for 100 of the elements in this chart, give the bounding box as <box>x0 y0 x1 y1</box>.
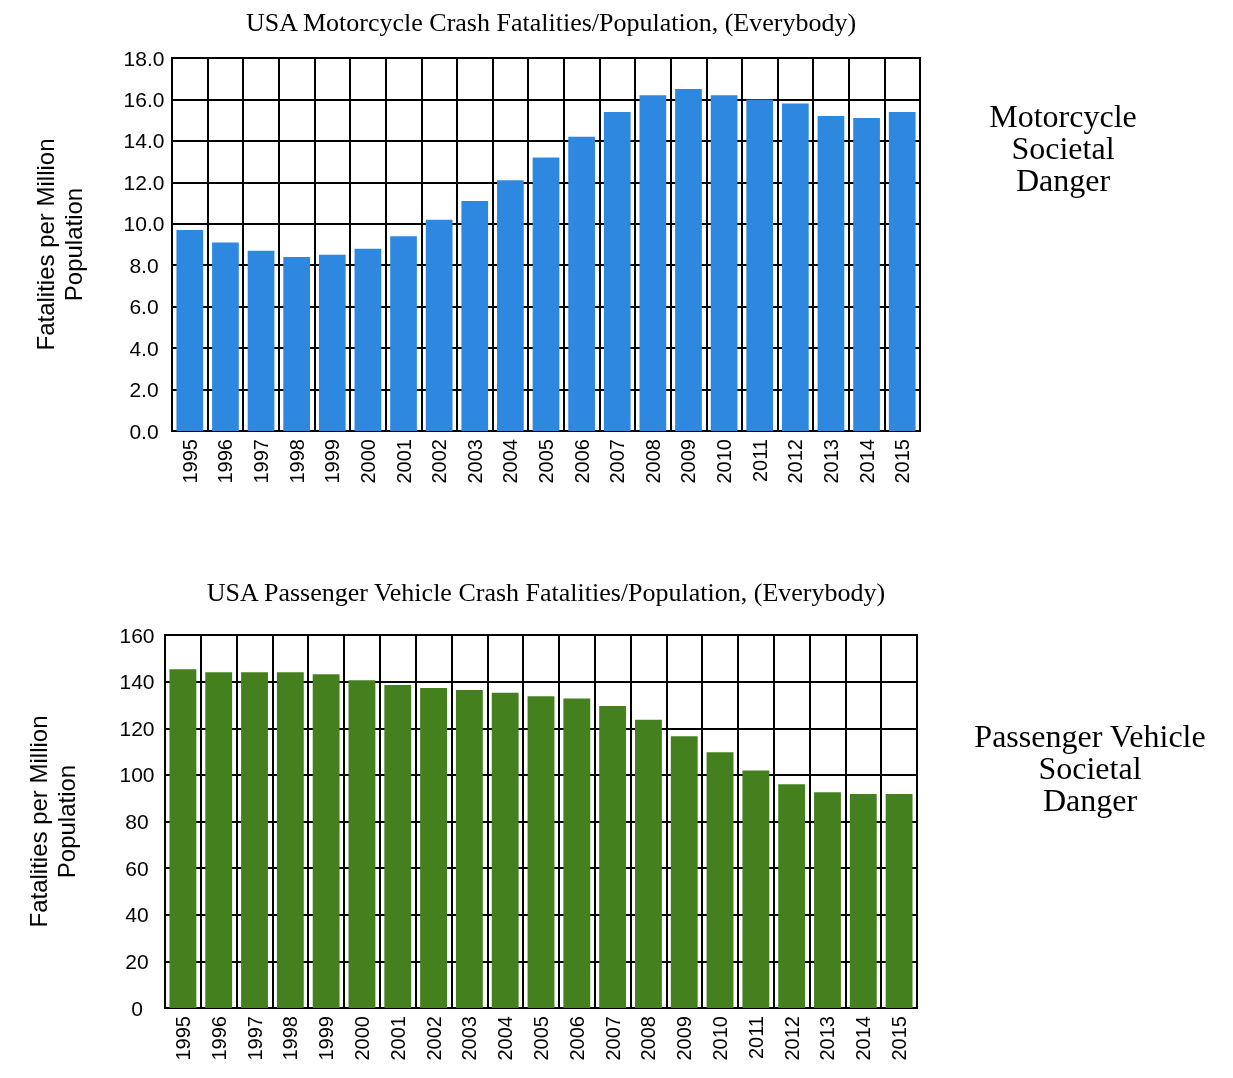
x-tick-label: 2015 <box>888 1016 911 1061</box>
chart-title: USA Motorcycle Crash Fatalities/Population, (Everybody) <box>245 7 857 37</box>
y-tick-label: 120 <box>119 716 155 740</box>
bar <box>312 674 340 1008</box>
y-tick-label: 80 <box>125 810 149 833</box>
bar <box>706 752 734 1008</box>
bar <box>247 250 275 431</box>
x-tick-label: 1996 <box>214 439 237 484</box>
x-tick-label: 2011 <box>748 439 771 483</box>
bar <box>348 680 376 1008</box>
bar <box>205 672 233 1008</box>
x-tick-label: 2005 <box>535 439 557 484</box>
bar <box>425 219 453 431</box>
x-tick-label: 2004 <box>499 439 522 484</box>
bar <box>885 793 913 1008</box>
x-tick-label: 2003 <box>463 439 486 484</box>
bar <box>390 236 417 431</box>
y-tick-label: 160 <box>119 623 155 647</box>
x-tick-label: 2001 <box>392 439 415 484</box>
x-tick-label: 2012 <box>780 1016 803 1061</box>
x-tick-label: 1997 <box>250 439 273 484</box>
x-tick-label: 2002 <box>428 439 451 484</box>
bar <box>241 672 268 1008</box>
bar <box>778 784 806 1008</box>
text: Passenger Vehicle Societal Danger <box>974 718 1206 818</box>
x-tick-label: 2007 <box>601 1016 624 1061</box>
y-tick-label: 20 <box>125 949 149 973</box>
x-tick-label: 1995 <box>171 1016 194 1061</box>
x-tick-label: 1999 <box>321 439 344 484</box>
chart-title: USA Passenger Vehicle Crash Fatalities/Population, (Everybody) <box>206 577 886 607</box>
bar <box>635 719 662 1008</box>
x-tick-label: 2008 <box>637 1016 660 1061</box>
x-tick-label: 1995 <box>178 439 201 484</box>
bar <box>563 698 591 1008</box>
bar <box>853 118 880 431</box>
bar <box>276 672 304 1008</box>
x-tick-label: 2005 <box>530 1016 552 1061</box>
bar <box>283 256 311 431</box>
x-tick-label: 2013 <box>819 439 842 484</box>
x-tick-label: 2009 <box>673 1016 696 1061</box>
x-tick-label: 2002 <box>422 1016 445 1061</box>
bar <box>169 669 197 1008</box>
y-tick-label: 18.0 <box>123 46 165 70</box>
x-tick-label: 2006 <box>570 439 593 484</box>
x-tick-label: 2014 <box>852 1016 875 1061</box>
y-tick-label: 140 <box>119 670 155 694</box>
bar <box>455 690 483 1008</box>
bar <box>527 696 555 1008</box>
bar <box>781 103 809 431</box>
y-tick-label: 0 <box>131 996 143 1020</box>
y-tick-label: 16.0 <box>123 87 165 111</box>
y-tick-label: 100 <box>119 763 155 787</box>
x-tick-label: 2015 <box>891 439 914 484</box>
bar <box>497 180 524 431</box>
bar <box>849 793 877 1008</box>
y-axis-title: Fatalities per Million Population <box>31 138 87 351</box>
x-tick-label: 2010 <box>713 439 736 484</box>
x-tick-label: 2003 <box>458 1016 481 1061</box>
y-tick-label: 6.0 <box>129 295 159 319</box>
x-tick-label: 1996 <box>207 1016 230 1061</box>
bar <box>384 685 412 1008</box>
bar <box>639 95 667 431</box>
bar <box>746 99 774 431</box>
x-tick-label: 2010 <box>709 1016 732 1061</box>
x-tick-label: 2004 <box>494 1016 517 1061</box>
x-tick-label: 2000 <box>350 1016 373 1061</box>
bar <box>710 95 738 431</box>
x-tick-label: 2013 <box>816 1016 839 1061</box>
y-tick-label: 0.0 <box>129 419 159 443</box>
bar <box>675 89 702 431</box>
x-tick-label: 1997 <box>243 1016 266 1061</box>
y-tick-label: 4.0 <box>129 336 159 360</box>
y-tick-label: 2.0 <box>129 378 159 402</box>
bar <box>670 736 698 1008</box>
bar <box>742 770 770 1008</box>
y-tick-label: 12.0 <box>123 170 165 194</box>
bar <box>532 157 560 431</box>
y-tick-label: 8.0 <box>129 253 159 277</box>
bar <box>461 200 489 431</box>
bar <box>212 242 239 431</box>
y-tick-label: 40 <box>125 903 149 927</box>
x-tick-label: 2011 <box>744 1016 767 1060</box>
text: Motorcycle Societal Danger <box>989 98 1137 198</box>
y-axis-title: Fatalities per Million Population <box>24 715 80 928</box>
x-tick-label: 1998 <box>285 439 308 484</box>
x-tick-label: 2000 <box>356 439 379 484</box>
y-tick-label: 14.0 <box>123 129 165 153</box>
y-tick-label: 60 <box>125 856 149 880</box>
bar <box>568 136 595 431</box>
x-tick-label: 2008 <box>641 439 664 484</box>
x-tick-label: 2012 <box>784 439 807 484</box>
y-tick-label: 10.0 <box>123 212 165 236</box>
bar <box>603 111 631 431</box>
bar <box>176 229 204 431</box>
x-tick-label: 2009 <box>677 439 700 484</box>
bar <box>354 248 382 431</box>
bar <box>817 116 845 431</box>
x-tick-label: 2006 <box>565 1016 588 1061</box>
bar <box>814 792 841 1008</box>
bar <box>888 111 916 431</box>
